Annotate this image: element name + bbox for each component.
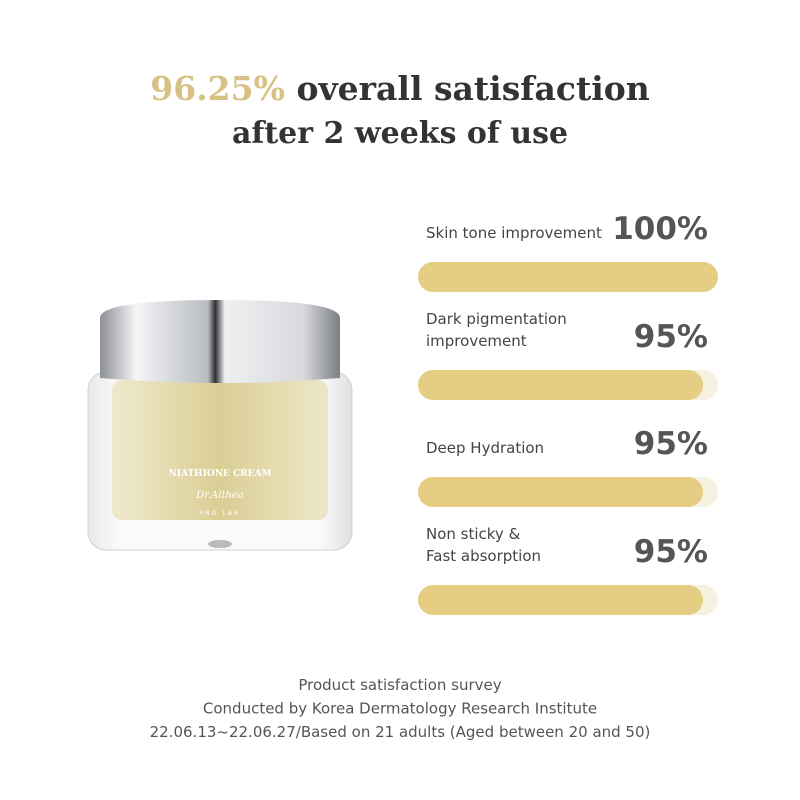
category-label: Fast absorption — [426, 547, 541, 565]
value-label: 95% — [634, 319, 708, 355]
title: 96.25% overall satisfaction after 2 week… — [150, 69, 650, 151]
product-sub: PRO LAB — [200, 510, 240, 517]
value-label: 95% — [634, 426, 708, 462]
category-label: improvement — [426, 332, 527, 350]
product-name: NIATHIONE CREAM — [169, 469, 272, 479]
product-jar: NIATHIONE CREAM Dr.Althea PRO LAB — [87, 300, 353, 551]
jar-cream — [112, 380, 328, 520]
value-label: 100% — [612, 211, 708, 247]
product-brand: Dr.Althea — [195, 490, 244, 501]
bar — [418, 370, 703, 400]
bar — [418, 585, 703, 615]
title-rest: overall satisfaction — [296, 69, 649, 108]
jar-base — [208, 540, 232, 548]
footnote-line: 22.06.13~22.06.27/Based on 21 adults (Ag… — [150, 723, 651, 741]
category-label: Deep Hydration — [426, 439, 544, 457]
jar-cap — [100, 300, 340, 383]
title-highlight: 96.25% — [150, 69, 285, 108]
bar — [418, 477, 703, 507]
title-line: after 2 weeks of use — [232, 116, 568, 151]
value-label: 95% — [634, 534, 708, 570]
footnote-line: Conducted by Korea Dermatology Research … — [203, 700, 597, 718]
title-line: 96.25% overall satisfaction — [150, 69, 650, 108]
bar — [418, 262, 718, 292]
category-label: Dark pigmentation — [426, 310, 567, 328]
footnote-line: Product satisfaction survey — [298, 676, 501, 694]
category-label: Skin tone improvement — [426, 224, 602, 242]
category-label: Non sticky & — [426, 525, 521, 543]
bars: 100% Skin tone improvement 95% Dark pigment… — [418, 211, 718, 615]
footnote: Product satisfaction survey Conducted by … — [150, 676, 651, 741]
